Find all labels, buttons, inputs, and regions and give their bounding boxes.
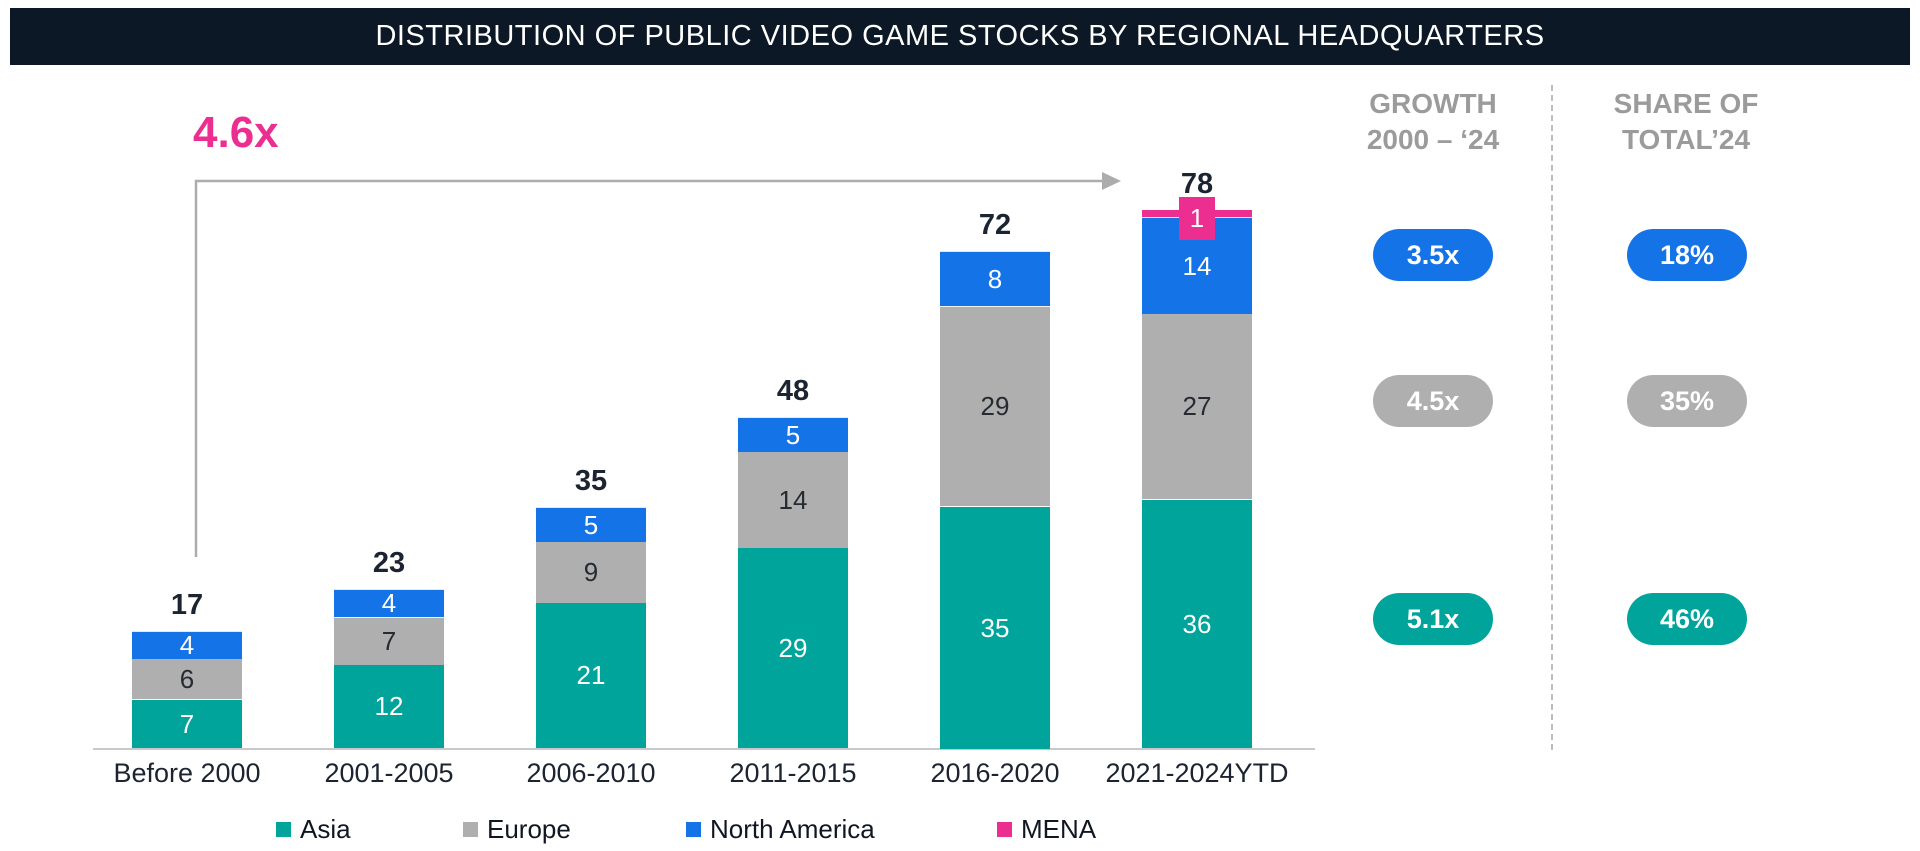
- bar-segment-europe: 9: [536, 541, 646, 603]
- page-title: DISTRIBUTION OF PUBLIC VIDEO GAME STOCKS…: [10, 8, 1910, 65]
- growth-multiplier-annotation: 4.6x: [193, 108, 279, 157]
- bar-total-label: 35: [574, 465, 608, 497]
- x-axis-label: Before 2000: [113, 758, 261, 788]
- legend-swatch-icon: [686, 822, 701, 837]
- share-badge-46%: 46%: [1627, 593, 1747, 645]
- bar-segment-asia: 21: [536, 603, 646, 748]
- bar-total-label: 17: [170, 589, 204, 621]
- bar-segment-europe: 14: [738, 451, 848, 548]
- x-axis-line: [93, 748, 1315, 750]
- panel-divider: [1551, 85, 1553, 750]
- legend-swatch-icon: [276, 822, 291, 837]
- bar-segment-north-america: 5: [738, 417, 848, 452]
- bar-total-label: 23: [372, 547, 406, 579]
- legend-label: MENA: [1021, 814, 1097, 844]
- share-badge-35%: 35%: [1627, 375, 1747, 427]
- bar-segment-asia: 36: [1142, 500, 1252, 748]
- bar-segment-europe: 6: [132, 658, 242, 699]
- bar-segment-europe: 27: [1142, 313, 1252, 499]
- bar-segment-north-america: 4: [334, 588, 444, 618]
- mena-value-callout: 1: [1179, 197, 1215, 240]
- legend-item-asia: Asia: [276, 814, 351, 845]
- bar-segment-asia: 7: [132, 700, 242, 748]
- x-axis-label: 2011-2015: [729, 758, 857, 788]
- bar-segment-north-america: 8: [940, 251, 1050, 306]
- share-badge-18%: 18%: [1627, 229, 1747, 281]
- x-axis-label: 2006-2010: [526, 758, 656, 788]
- bar-segment-europe: 29: [940, 306, 1050, 506]
- legend-swatch-icon: [997, 822, 1012, 837]
- legend-label: North America: [710, 814, 875, 844]
- bar-segment-asia: 12: [334, 665, 444, 748]
- bar-segment-asia: 29: [738, 548, 848, 748]
- legend-label: Europe: [487, 814, 571, 844]
- legend-item-europe: Europe: [463, 814, 571, 845]
- legend-item-north-america: North America: [686, 814, 875, 845]
- share-column-header: SHARE OF TOTAL’24: [1613, 88, 1759, 155]
- bar-segment-europe: 7: [334, 617, 444, 665]
- growth-badge-5.1x: 5.1x: [1373, 593, 1493, 645]
- growth-badge-4.5x: 4.5x: [1373, 375, 1493, 427]
- bar-total-label: 48: [776, 375, 810, 407]
- growth-badge-3.5x: 3.5x: [1373, 229, 1493, 281]
- legend-label: Asia: [300, 814, 351, 844]
- x-axis-label: 2021-2024YTD: [1105, 758, 1289, 788]
- x-axis-label: 2016-2020: [930, 758, 1060, 788]
- bar-total-label: 72: [978, 209, 1012, 241]
- legend-swatch-icon: [463, 822, 478, 837]
- x-axis-label: 2001-2005: [324, 758, 454, 788]
- bar-total-label: 78: [1180, 168, 1214, 200]
- legend-item-mena: MENA: [997, 814, 1096, 845]
- growth-column-header: GROWTH 2000 – ‘24: [1366, 88, 1500, 155]
- bar-segment-north-america: 4: [132, 630, 242, 660]
- bar-segment-north-america: 5: [536, 507, 646, 542]
- bar-segment-asia: 35: [940, 507, 1050, 749]
